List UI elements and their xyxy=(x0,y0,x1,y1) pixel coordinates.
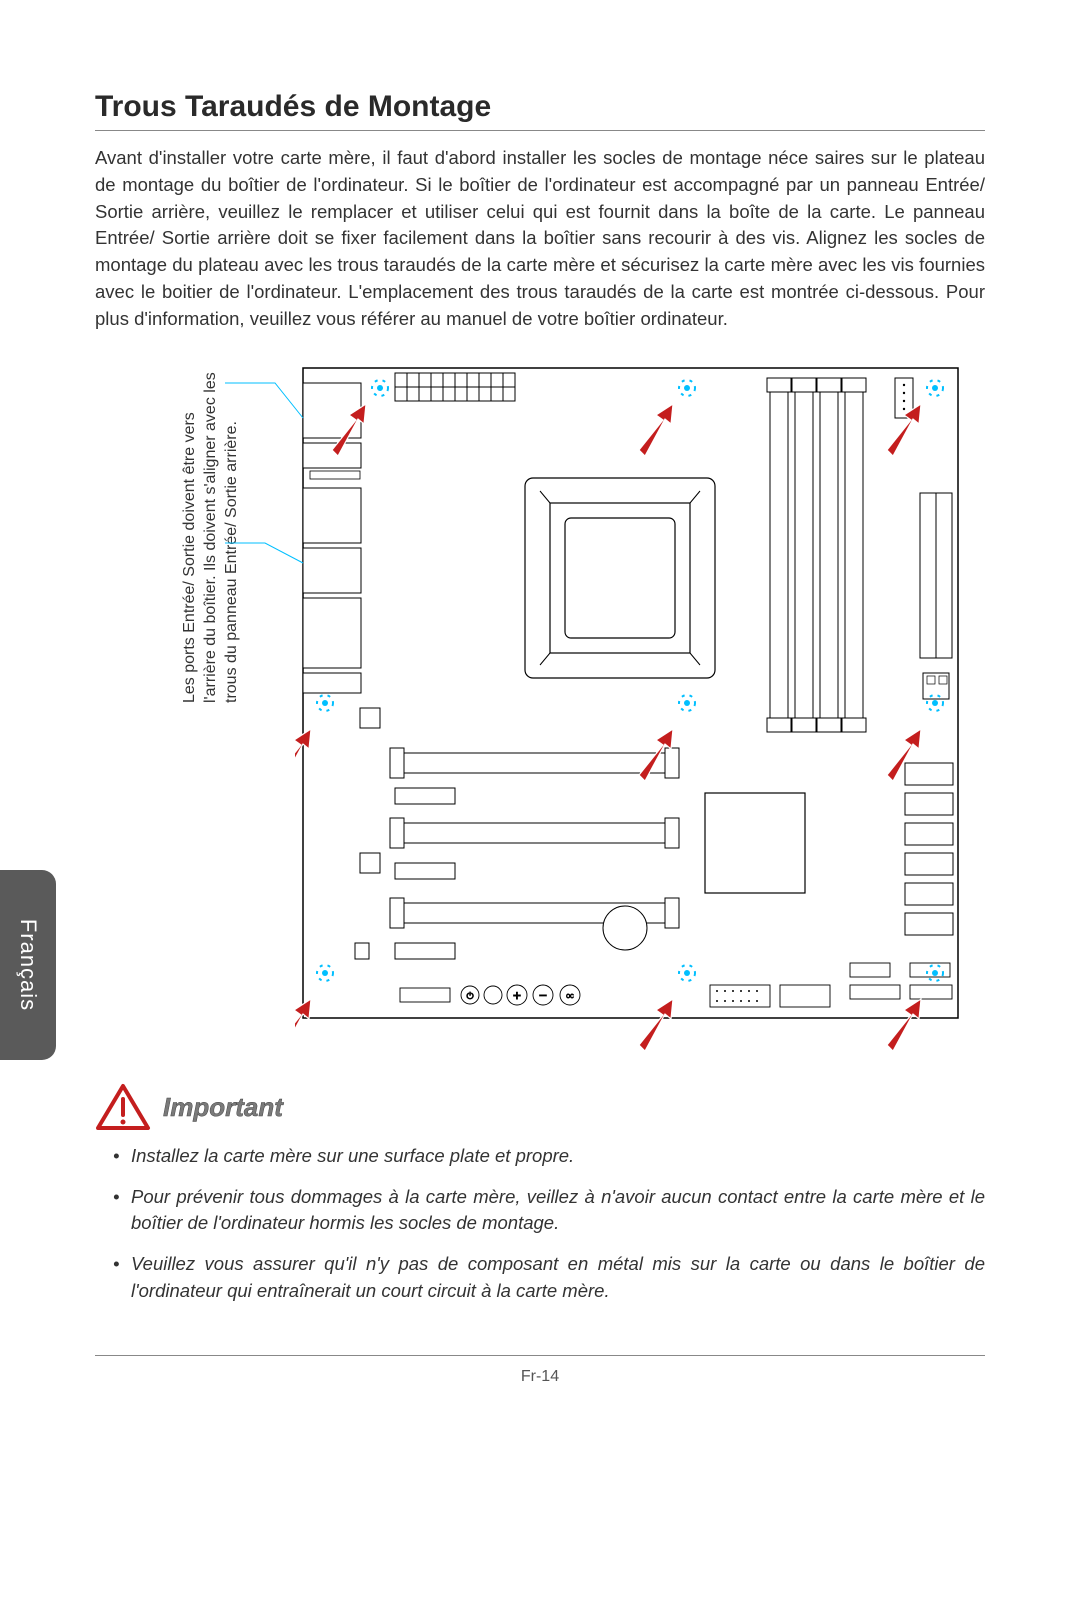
warning-icon xyxy=(95,1083,151,1133)
callout-leader-lines xyxy=(95,363,305,693)
intro-paragraph: Avant d'installer votre carte mère, il f… xyxy=(95,145,985,333)
important-bullets: Installez la carte mère sur une surface … xyxy=(95,1143,985,1305)
svg-text:⏻: ⏻ xyxy=(466,991,473,1001)
motherboard-svg: ⏻ + − OC xyxy=(295,363,985,1063)
svg-text:−: − xyxy=(539,987,547,1003)
motherboard-diagram: Les ports Entrée/ Sortie doivent être ve… xyxy=(95,363,985,1043)
language-tab: Français xyxy=(0,870,56,1060)
title-divider xyxy=(95,130,985,131)
bullet-item: Pour prévenir tous dommages à la carte m… xyxy=(113,1184,985,1238)
page-number: Fr-14 xyxy=(95,1368,985,1386)
bullet-item: Installez la carte mère sur une surface … xyxy=(113,1143,985,1170)
important-label: Important xyxy=(163,1092,283,1123)
svg-text:OC: OC xyxy=(566,994,574,1000)
svg-text:+: + xyxy=(513,987,521,1003)
page-title: Trous Taraudés de Montage xyxy=(95,90,985,124)
bullet-item: Veuillez vous assurer qu'il n'y pas de c… xyxy=(113,1251,985,1305)
footer-divider xyxy=(95,1355,985,1356)
language-tab-label: Français xyxy=(15,919,41,1011)
important-block: Important Installez la carte mère sur un… xyxy=(95,1083,985,1305)
